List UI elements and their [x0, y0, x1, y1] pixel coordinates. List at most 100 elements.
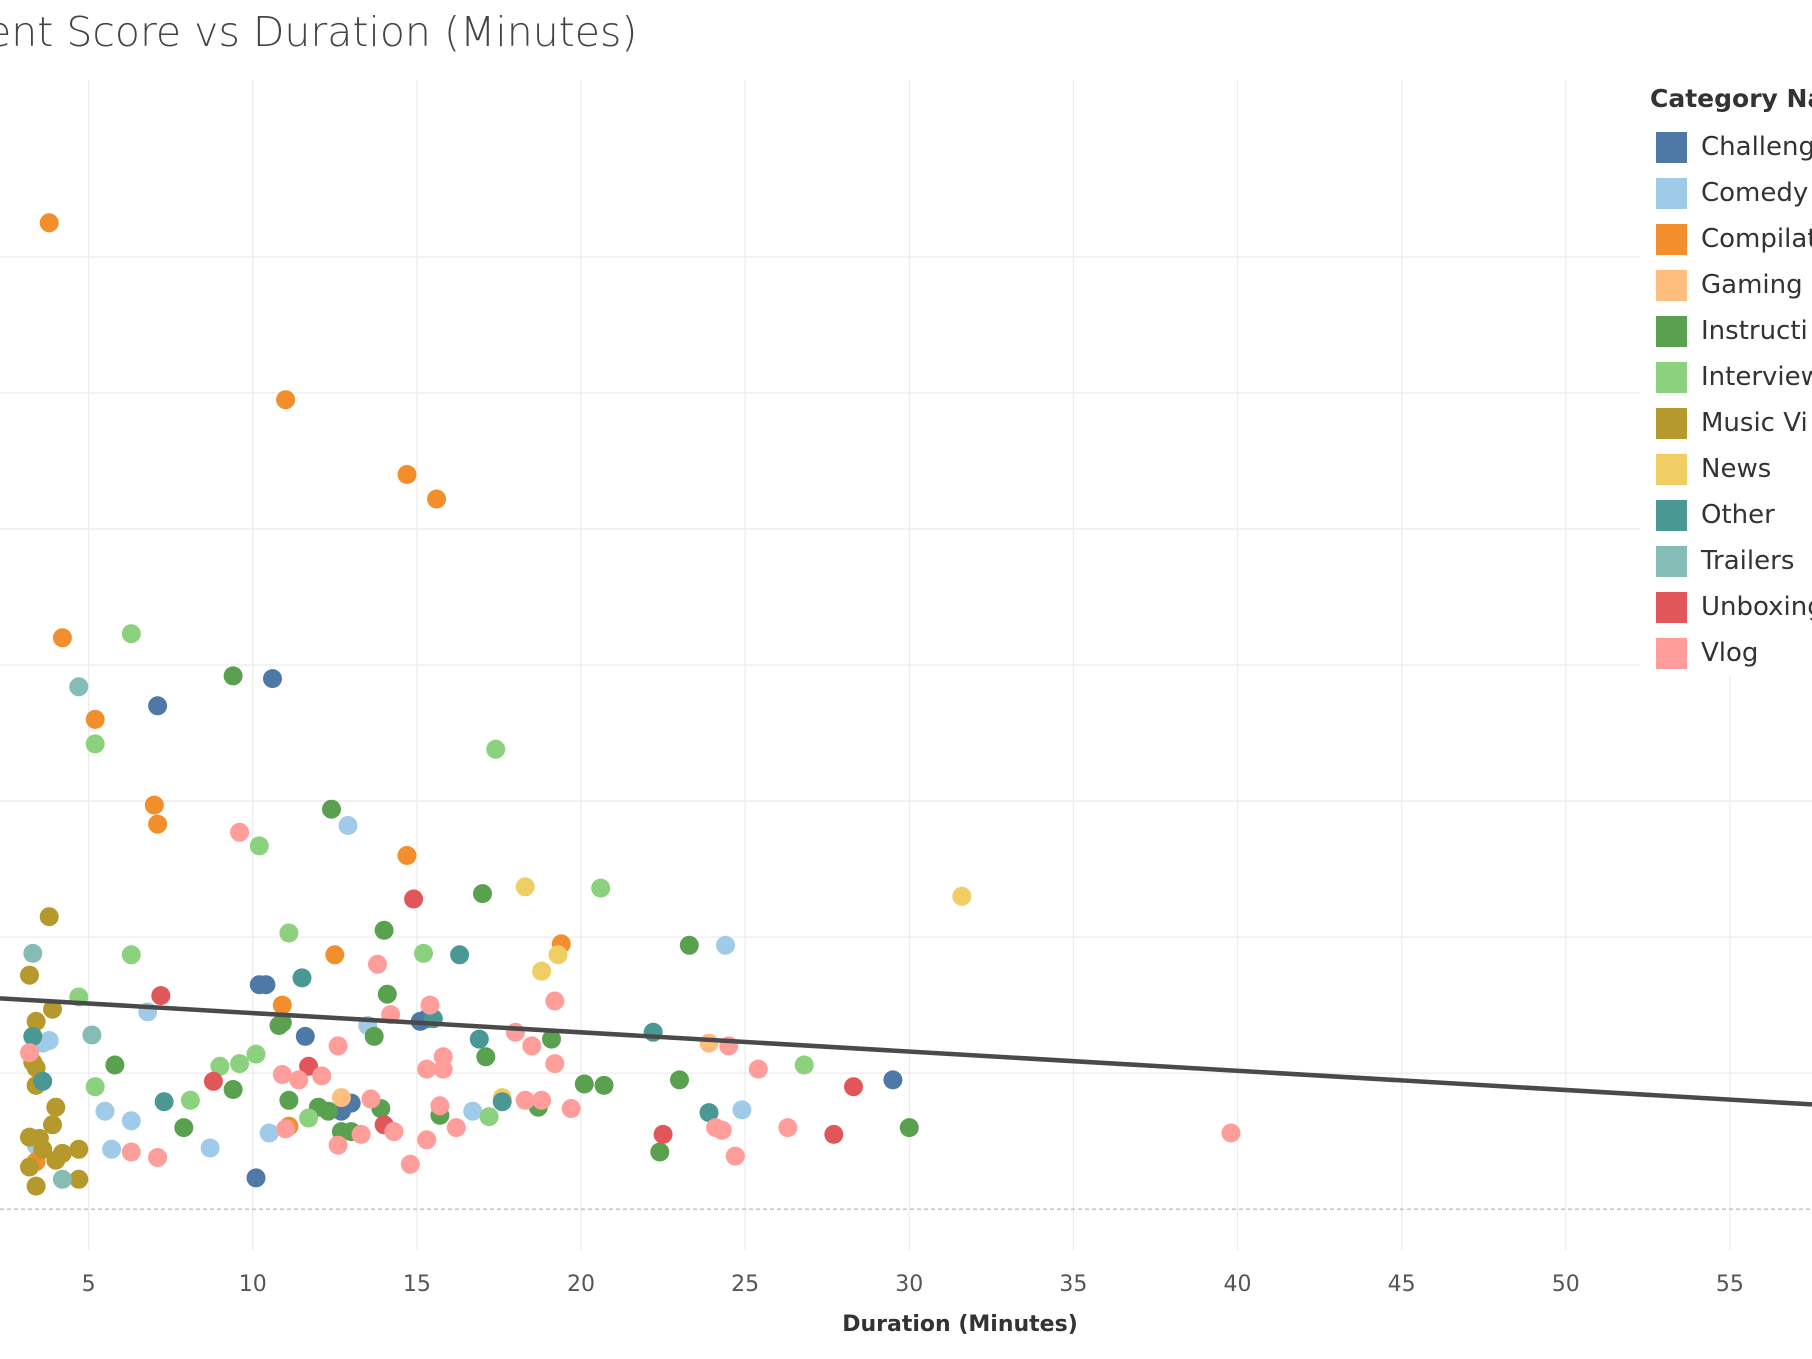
point-unboxing[interactable] — [653, 1124, 673, 1144]
point-instructi[interactable] — [364, 1026, 384, 1046]
point-vlog[interactable] — [532, 1090, 552, 1110]
point-challeng[interactable] — [263, 669, 282, 689]
point-comedy-s[interactable] — [102, 1139, 122, 1159]
point-vlog[interactable] — [361, 1089, 381, 1109]
point-compilat[interactable] — [325, 945, 345, 965]
point-vlog[interactable] — [712, 1120, 732, 1140]
point-instructi[interactable] — [650, 1142, 670, 1162]
point-vlog[interactable] — [545, 991, 565, 1011]
point-other[interactable] — [154, 1092, 174, 1112]
point-news[interactable] — [532, 961, 552, 981]
point-vlog[interactable] — [430, 1096, 450, 1116]
point-vlog[interactable] — [368, 954, 387, 974]
point-comedy-s[interactable] — [95, 1101, 115, 1121]
legend-item[interactable]: Comedy S — [1640, 170, 1812, 216]
point-instructi[interactable] — [377, 984, 397, 1004]
point-other[interactable] — [699, 1103, 719, 1123]
point-comedy-s[interactable] — [259, 1123, 279, 1143]
point-other[interactable] — [450, 945, 470, 965]
point-interview[interactable] — [794, 1055, 814, 1075]
point-compilat[interactable] — [39, 213, 59, 233]
point-compilat[interactable] — [148, 814, 168, 834]
point-interview[interactable] — [121, 624, 141, 644]
point-music-vi[interactable] — [69, 1169, 89, 1189]
point-instructi[interactable] — [542, 1029, 561, 1049]
point-vlog[interactable] — [433, 1059, 453, 1079]
point-vlog[interactable] — [1221, 1123, 1241, 1143]
point-compilat[interactable] — [427, 489, 447, 509]
point-unboxing[interactable] — [151, 986, 171, 1006]
point-music-vi[interactable] — [46, 1097, 66, 1117]
point-comedy-s[interactable] — [39, 1031, 59, 1050]
point-instructi[interactable] — [594, 1075, 614, 1095]
point-music-vi[interactable] — [46, 1150, 66, 1170]
point-instructi[interactable] — [374, 920, 394, 940]
point-vlog[interactable] — [515, 1090, 535, 1110]
point-music-vi[interactable] — [33, 1139, 53, 1159]
point-vlog[interactable] — [748, 1059, 768, 1079]
point-comedy-s[interactable] — [463, 1101, 483, 1121]
point-vlog[interactable] — [522, 1036, 542, 1056]
point-instructi[interactable] — [679, 935, 699, 955]
point-interview[interactable] — [486, 739, 506, 759]
point-interview[interactable] — [180, 1090, 200, 1110]
point-instructi[interactable] — [899, 1118, 919, 1138]
point-compilat[interactable] — [85, 709, 105, 729]
legend-item[interactable]: News — [1640, 446, 1812, 492]
point-vlog[interactable] — [312, 1066, 332, 1086]
point-interview[interactable] — [85, 1077, 105, 1097]
legend-item[interactable]: Vlog — [1640, 630, 1812, 676]
point-interview[interactable] — [210, 1056, 230, 1076]
point-vlog[interactable] — [420, 995, 440, 1015]
point-instructi[interactable] — [272, 1013, 292, 1033]
point-vlog[interactable] — [561, 1099, 581, 1118]
point-music-vi[interactable] — [39, 907, 59, 927]
point-news[interactable] — [515, 877, 535, 897]
point-compilat[interactable] — [397, 465, 417, 484]
legend-item[interactable]: Gaming — [1640, 262, 1812, 308]
point-vlog[interactable] — [351, 1124, 371, 1144]
point-vlog[interactable] — [148, 1148, 168, 1167]
point-challeng[interactable] — [148, 696, 168, 716]
point-gaming[interactable] — [331, 1088, 351, 1108]
legend-item[interactable]: Compilat — [1640, 216, 1812, 262]
point-trailers[interactable] — [52, 1169, 72, 1189]
point-other[interactable] — [292, 968, 312, 988]
point-challeng[interactable] — [295, 1026, 315, 1046]
point-interview[interactable] — [279, 923, 299, 943]
point-gaming[interactable] — [699, 1033, 719, 1053]
point-news[interactable] — [548, 945, 568, 965]
point-compilat[interactable] — [397, 846, 417, 865]
point-vlog[interactable] — [328, 1036, 348, 1056]
point-vlog[interactable] — [446, 1118, 466, 1138]
point-comedy-s[interactable] — [200, 1138, 220, 1158]
point-vlog[interactable] — [230, 822, 250, 842]
point-instructi[interactable] — [473, 884, 492, 904]
point-other[interactable] — [33, 1071, 53, 1091]
point-interview[interactable] — [246, 1044, 266, 1064]
point-interview[interactable] — [121, 945, 141, 965]
point-music-vi[interactable] — [43, 999, 62, 1019]
legend-item[interactable]: Challeng — [1640, 124, 1812, 170]
point-challeng[interactable] — [256, 975, 276, 995]
point-music-vi[interactable] — [20, 1157, 39, 1177]
point-vlog[interactable] — [276, 1119, 296, 1139]
point-trailers[interactable] — [23, 943, 43, 963]
point-comedy-s[interactable] — [121, 1111, 141, 1131]
legend-item[interactable]: Music Vi — [1640, 400, 1812, 446]
point-instructi[interactable] — [574, 1074, 594, 1094]
point-music-vi[interactable] — [69, 1139, 89, 1159]
point-vlog[interactable] — [272, 1065, 292, 1084]
point-instructi[interactable] — [670, 1070, 689, 1090]
point-other[interactable] — [492, 1092, 512, 1112]
legend-item[interactable]: Trailers — [1640, 538, 1812, 584]
point-other[interactable] — [469, 1029, 489, 1049]
point-vlog[interactable] — [328, 1135, 348, 1155]
point-vlog[interactable] — [121, 1142, 141, 1162]
point-trailers[interactable] — [82, 1025, 102, 1045]
point-interview[interactable] — [479, 1107, 499, 1127]
point-compilat[interactable] — [144, 795, 164, 815]
point-vlog[interactable] — [545, 1054, 565, 1074]
legend-item[interactable]: Interview — [1640, 354, 1812, 400]
point-comedy-s[interactable] — [716, 935, 735, 955]
